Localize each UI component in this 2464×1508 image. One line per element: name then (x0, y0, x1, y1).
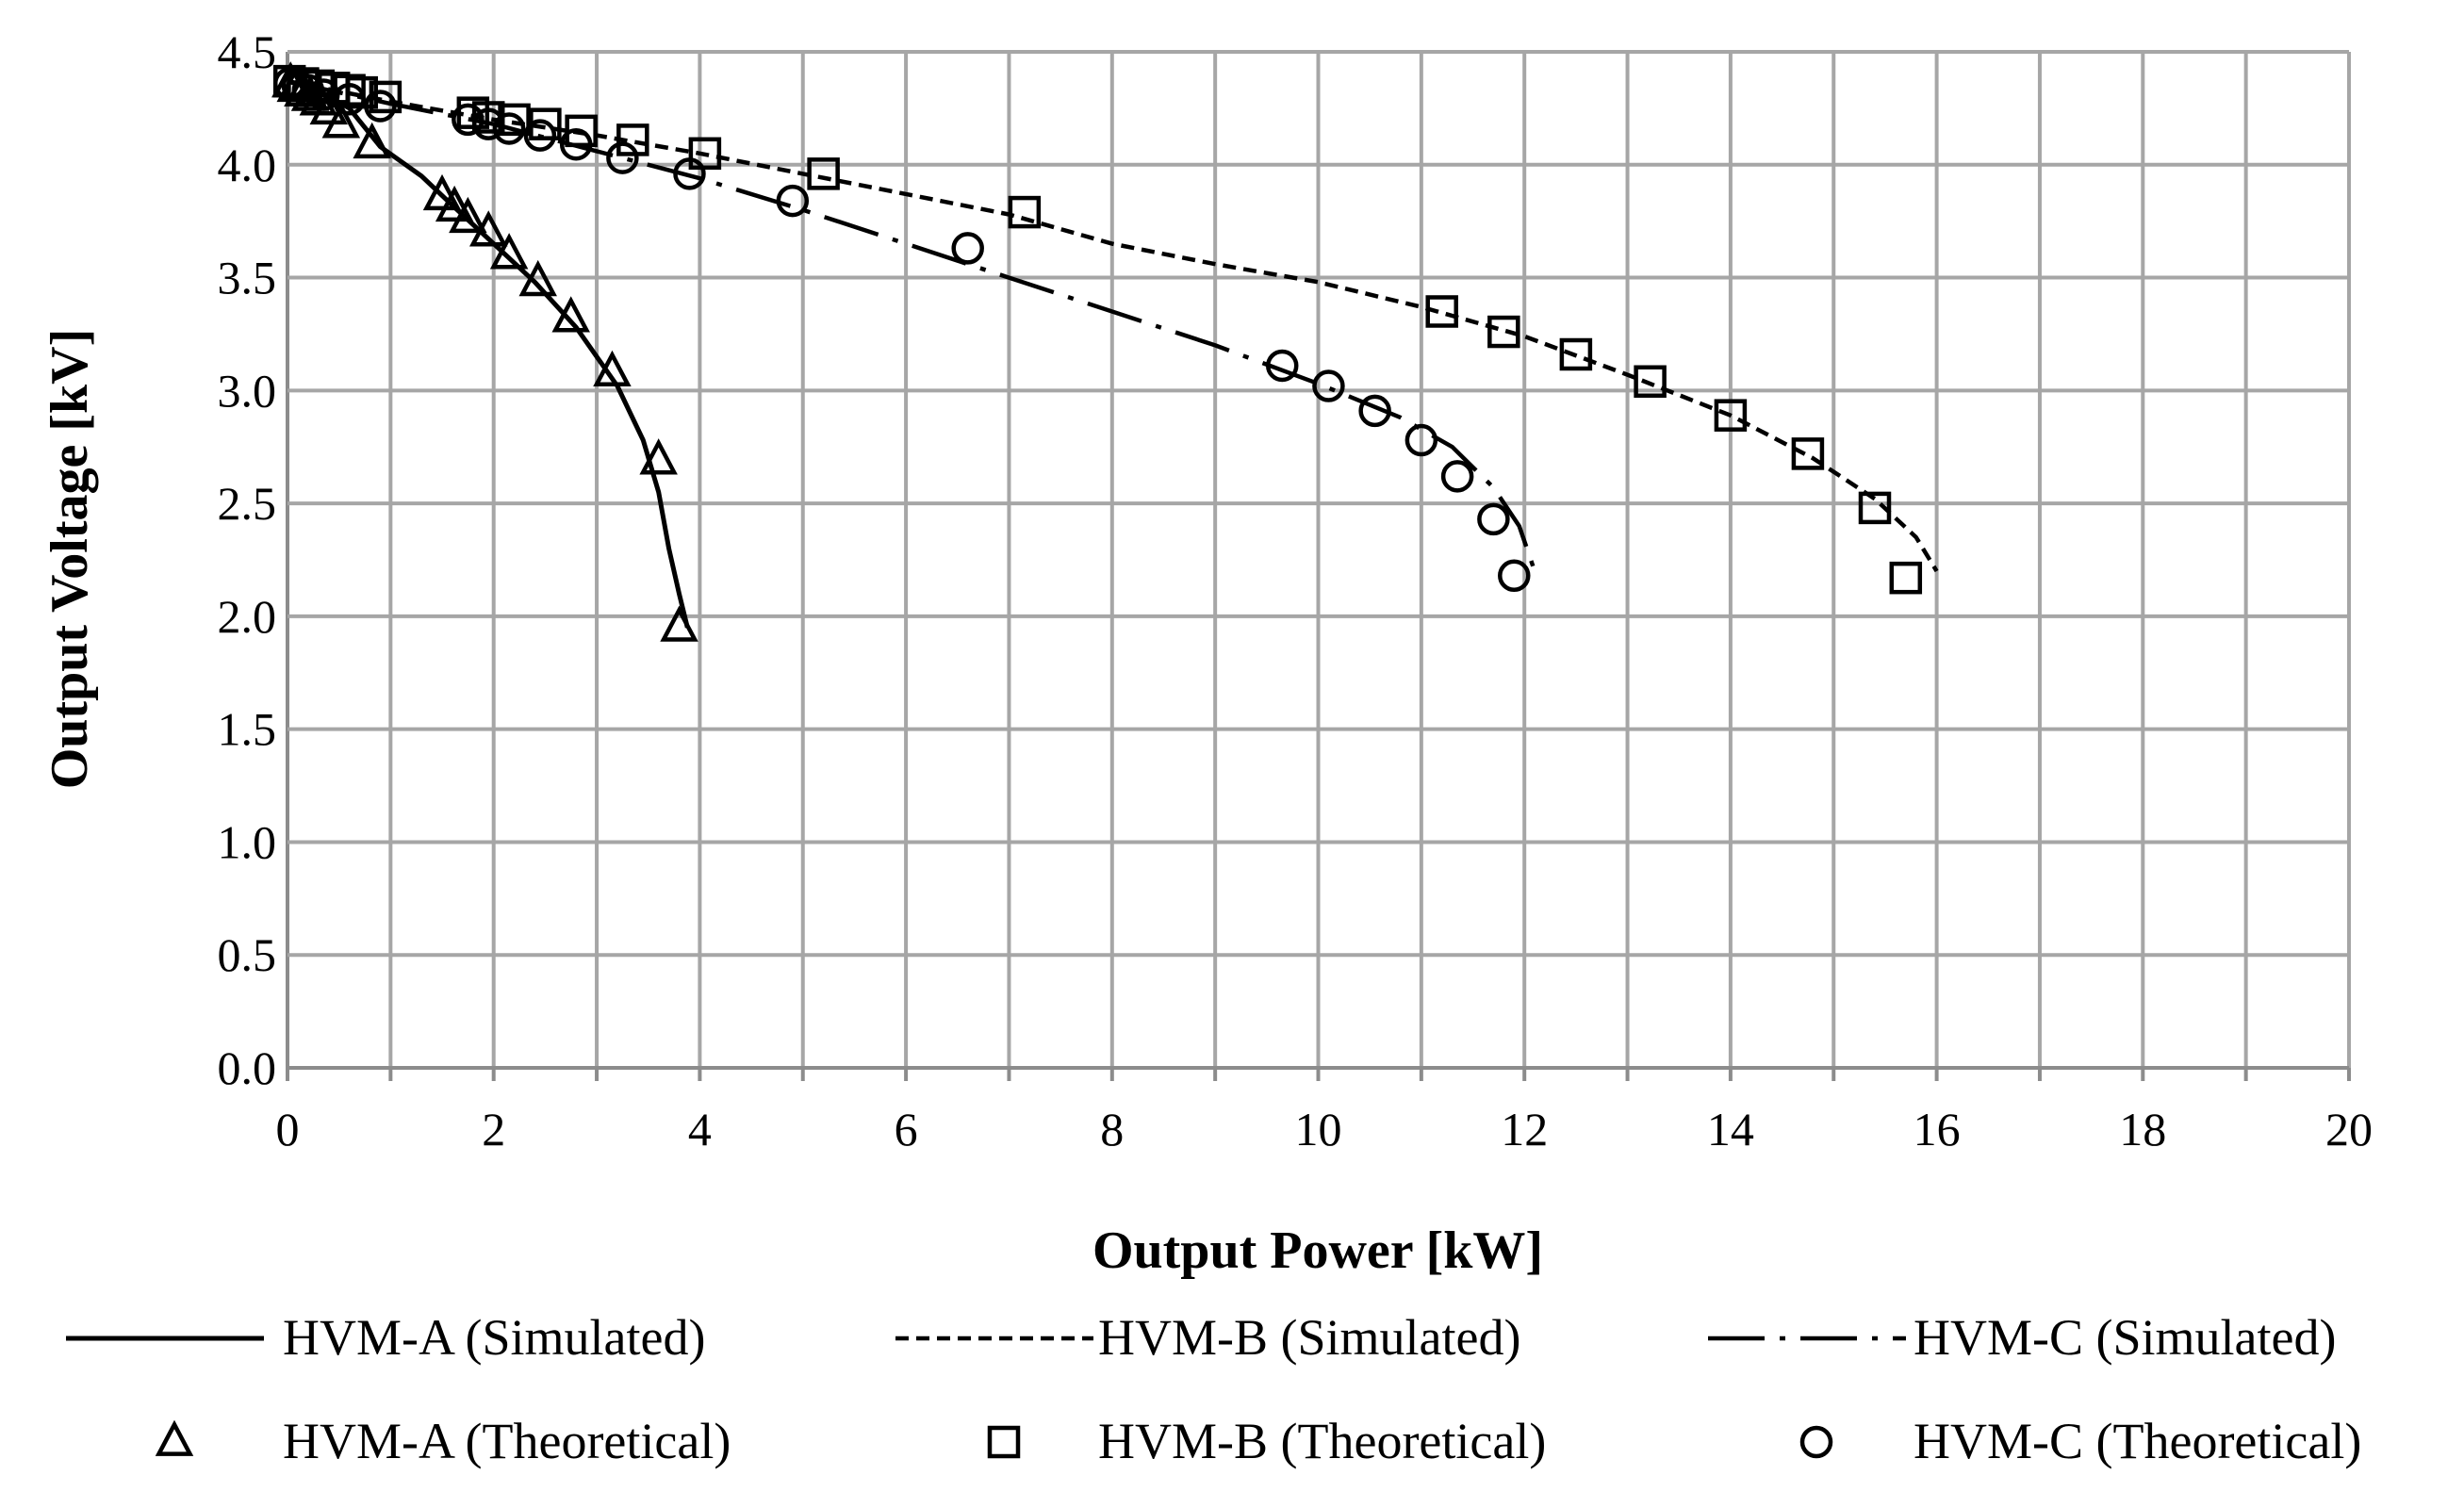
data-point-hvm-c-theoretical (1477, 502, 1510, 536)
data-point-hvm-c-theoretical (1312, 369, 1345, 402)
data-point-hvm-c-theoretical (776, 184, 810, 218)
data-point-hvm-b-theoretical (616, 123, 649, 156)
data-point-hvm-b-theoretical (1425, 295, 1458, 328)
x-tick-labels: 0 2 4 6 8 10 12 14 16 18 20 (276, 1103, 2374, 1156)
series-line-hvm-c-simulated (287, 78, 1537, 572)
data-point-hvm-c-theoretical (1440, 460, 1474, 493)
data-point-hvm-a-theoretical (353, 122, 391, 159)
legend-swatch-hvm-c-theoretical (1799, 1425, 1833, 1459)
x-tick-label: 20 (2325, 1103, 2373, 1156)
data-point-hvm-c-theoretical (291, 74, 325, 107)
y-tick-label: 4.0 (218, 139, 277, 191)
data-point-hvm-c-theoretical (1358, 394, 1391, 428)
x-tick-label: 6 (895, 1103, 918, 1156)
x-axis-title: Output Power [kW] (1092, 1221, 1543, 1280)
x-tick-label: 18 (2119, 1103, 2166, 1156)
legend-label-hvm-b-theoretical: HVM-B (Theoretical) (1098, 1413, 1546, 1469)
y-tick-label: 0.0 (218, 1041, 277, 1094)
x-tick-label: 8 (1100, 1103, 1124, 1156)
legend-swatch-hvm-a-theoretical (155, 1419, 194, 1456)
legend-swatch-hvm-b-theoretical (987, 1425, 1021, 1459)
x-tick-label: 10 (1295, 1103, 1342, 1156)
grid (286, 50, 2351, 1081)
data-point-hvm-b-theoretical (1559, 337, 1593, 371)
y-tick-labels: 0.0 0.5 1.0 1.5 2.0 2.5 3.0 3.5 4.0 4.5 (218, 25, 277, 1094)
data-point-hvm-a-theoretical (660, 605, 698, 642)
data-point-hvm-c-theoretical (492, 112, 526, 145)
legend-label-hvm-a-simulated: HVM-A (Simulated) (283, 1309, 705, 1366)
series-line-hvm-a-simulated (287, 78, 690, 629)
y-tick-label: 3.0 (218, 364, 277, 417)
series-markers (271, 61, 1923, 642)
data-point-hvm-c-theoretical (606, 141, 639, 174)
data-point-hvm-b-theoretical (807, 157, 840, 190)
data-point-hvm-a-theoretical (435, 185, 474, 222)
data-point-hvm-b-theoretical (1858, 491, 1892, 525)
data-point-hvm-c-theoretical (452, 103, 485, 137)
data-point-hvm-a-theoretical (422, 173, 462, 211)
y-tick-label: 2.0 (218, 590, 277, 643)
x-tick-label: 12 (1501, 1103, 1548, 1156)
data-point-hvm-c-theoretical (951, 232, 984, 265)
legend: HVM-A (Simulated) HVM-B (Simulated) HVM-C … (66, 1309, 2361, 1469)
data-point-hvm-a-theoretical (449, 196, 487, 234)
y-tick-label: 4.5 (218, 25, 277, 78)
data-point-hvm-b-theoretical (1634, 365, 1667, 399)
legend-label-hvm-a-theoretical: HVM-A (Theoretical) (283, 1413, 731, 1469)
data-point-hvm-b-theoretical (688, 137, 722, 171)
data-point-hvm-a-theoretical (489, 233, 529, 270)
y-tick-label: 3.5 (218, 252, 277, 304)
y-axis-title: Output Voltage [kV] (41, 329, 99, 790)
data-point-hvm-b-theoretical (1889, 561, 1923, 595)
x-tick-label: 2 (482, 1103, 505, 1156)
data-point-hvm-b-theoretical (1714, 399, 1748, 432)
data-point-hvm-b-theoretical (1008, 195, 1042, 229)
data-point-hvm-c-theoretical (673, 157, 706, 190)
y-tick-label: 0.5 (218, 928, 277, 981)
data-point-hvm-c-theoretical (1498, 559, 1531, 593)
data-point-hvm-c-theoretical (471, 107, 505, 140)
legend-label-hvm-b-simulated: HVM-B (Simulated) (1098, 1309, 1520, 1366)
data-point-hvm-b-theoretical (1791, 437, 1825, 470)
x-tick-label: 0 (276, 1103, 300, 1156)
y-tick-label: 1.5 (218, 703, 277, 756)
x-tick-label: 14 (1707, 1103, 1754, 1156)
data-point-hvm-a-theoretical (321, 102, 361, 139)
data-point-hvm-a-theoretical (518, 259, 557, 297)
data-point-hvm-c-theoretical (364, 90, 397, 123)
legend-label-hvm-c-theoretical: HVM-C (Theoretical) (1914, 1413, 2361, 1469)
data-point-hvm-c-theoretical (559, 127, 593, 161)
data-point-hvm-a-theoretical (468, 210, 508, 247)
data-point-hvm-c-theoretical (333, 83, 366, 116)
y-tick-label: 2.5 (218, 477, 277, 530)
y-tick-label: 1.0 (218, 815, 277, 868)
x-tick-label: 16 (1914, 1103, 1961, 1156)
data-point-hvm-c-theoretical (523, 119, 557, 152)
legend-label-hvm-c-simulated: HVM-C (Simulated) (1914, 1309, 2336, 1366)
data-point-hvm-a-theoretical (551, 296, 590, 333)
data-point-hvm-b-theoretical (1487, 315, 1520, 349)
x-tick-label: 4 (688, 1103, 712, 1156)
data-point-hvm-a-theoretical (593, 350, 632, 387)
data-point-hvm-c-theoretical (1404, 423, 1438, 457)
data-point-hvm-c-theoretical (1265, 349, 1299, 383)
data-point-hvm-a-theoretical (639, 438, 678, 475)
